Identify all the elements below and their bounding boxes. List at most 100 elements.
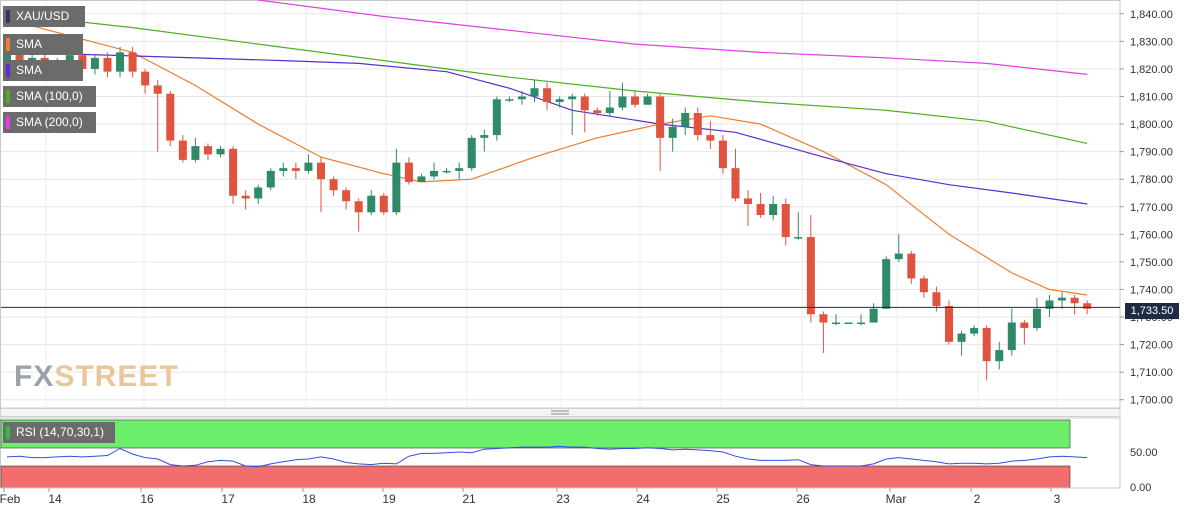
candle-body [819,314,828,323]
candle-body [806,237,815,315]
candle-body [756,204,765,216]
x-tick-label: 24 [636,492,650,506]
rsi-line [6,445,1088,468]
candle-body [191,146,200,160]
candle-body [857,322,866,325]
candle-body [869,308,878,323]
candle-body [153,85,162,94]
rsi-swatch [6,426,10,439]
candle-body [1045,300,1054,309]
candle-body [291,168,300,171]
x-tick-label: 14 [48,492,62,506]
rsi-oversold-zone [0,465,1071,489]
candle-body [103,57,112,72]
y-tick-label: 1,820.00 [1130,64,1173,76]
candle-body [718,140,727,169]
candle-body [505,99,514,101]
candle-body [467,137,476,169]
candle-body [203,146,212,155]
legend-sma-100[interactable]: SMA (100,0) [3,86,96,107]
candle-body [605,107,614,114]
x-tick-label: 21 [462,492,476,506]
candle-body [668,126,677,138]
x-tick-label: 2 [974,492,981,506]
candle-body [1083,303,1092,309]
candle-body [706,135,715,141]
candle-body [266,170,275,188]
y-tick-label: 1,830.00 [1130,36,1173,48]
candle-body [631,96,639,105]
candle-body [254,187,263,199]
sma-200-swatch [6,116,10,129]
candle-body [128,52,137,72]
candle-body [970,328,979,334]
sma-50-swatch [6,64,10,77]
candle-body [794,237,803,239]
watermark-fx: FX [14,360,55,393]
legend-rsi-label: RSI (14,70,30,1) [16,425,105,439]
y-tick-label: 1,760.00 [1130,229,1173,241]
rsi-overbought-zone [0,419,1071,449]
candle-body [379,195,388,213]
candle-body [342,190,351,202]
y-tick-label: 1,750.00 [1130,257,1173,269]
candle-body [304,162,313,171]
symbol-swatch [6,10,10,23]
candle-body [618,96,627,108]
candle-body [1020,322,1029,329]
candle-body [643,96,652,105]
sma-line [258,0,1088,75]
candle-body [367,195,376,213]
legend-sma-100-label: SMA (100,0) [16,89,83,103]
candle-body [455,168,464,171]
candle-body [15,52,24,64]
candle-body [317,162,325,180]
candle-body [580,96,589,111]
y-tick-label: 1,710.00 [1130,367,1173,379]
candle-body [894,253,903,260]
legend-rsi[interactable]: RSI (14,70,30,1) [3,422,115,443]
x-tick-label: 23 [556,492,570,506]
sma-100-swatch [6,90,10,103]
candle-body [568,96,577,100]
panel-divider [0,408,1121,417]
candle-body [354,201,363,213]
candle-body [656,96,665,138]
candle-body [480,135,489,138]
legend-sma-200[interactable]: SMA (200,0) [3,112,96,133]
candle-body [442,170,451,173]
x-tick-label: 17 [221,492,235,506]
x-tick-label: 3 [1054,492,1061,506]
candle-body [932,292,941,306]
candle-body [279,168,288,171]
y-tick-label: 1,800.00 [1130,119,1173,131]
candle-body [492,99,501,136]
candle-body [404,162,413,182]
candle-body [731,168,740,199]
candle-body [530,88,539,97]
candle-body [141,71,150,86]
candle-body [769,204,778,216]
candle-body [1007,322,1016,351]
candle-body [995,350,1004,362]
y-tick-label: 1,790.00 [1130,147,1173,159]
y-tick-label: 1,770.00 [1130,202,1173,214]
candle-body [693,113,702,136]
fxstreet-watermark: FXSTREET [14,360,179,394]
candle-body [957,333,966,342]
legend-sma-50[interactable]: SMA (50,0) [3,60,83,98]
watermark-street: STREET [54,360,179,393]
candle-body [241,195,250,199]
legend-sma-21[interactable]: SMA (21,0) [3,34,83,72]
candle-body [3,52,11,61]
rsi-tick-label: 50.00 [1130,447,1158,459]
candle-body [831,322,840,325]
candle-body [982,328,991,362]
candle-body [417,176,426,182]
candle-body [116,52,125,72]
candle-body [178,140,187,160]
candle-body [90,57,99,69]
candle-body [844,322,853,325]
main-panel [0,0,1121,409]
